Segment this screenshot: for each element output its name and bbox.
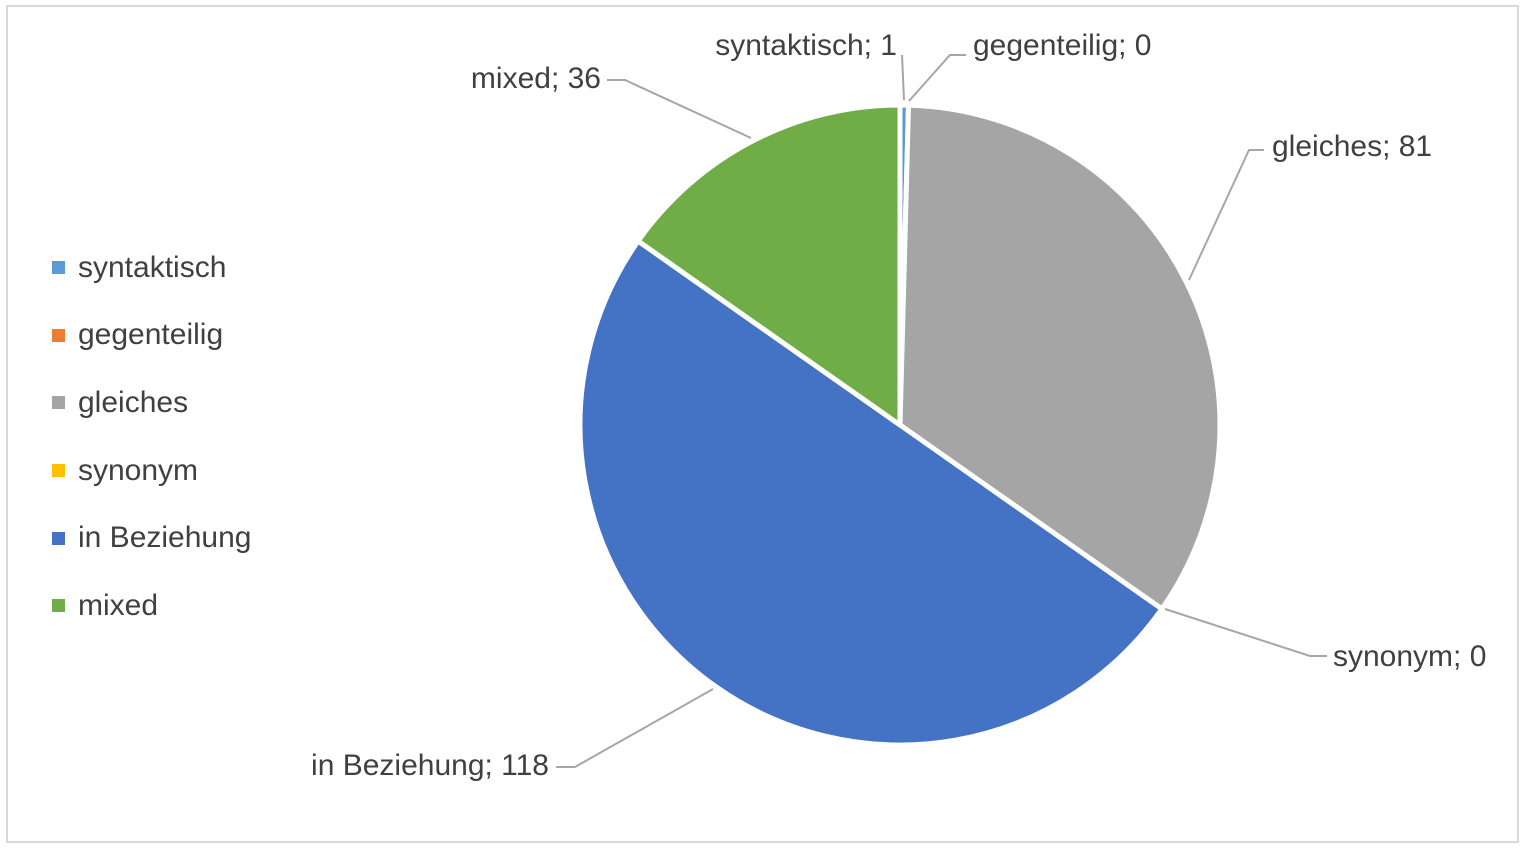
pie-slices xyxy=(577,102,1223,748)
pie-slice-mixed xyxy=(635,102,903,428)
leader-lines xyxy=(556,54,1327,768)
legend-label-gegenteilig: gegenteilig xyxy=(78,318,224,352)
legend-item-synonym: synonym xyxy=(52,437,251,505)
data-label-in-beziehung: in Beziehung; 118 xyxy=(311,749,549,782)
legend-label-syntaktisch: syntaktisch xyxy=(78,250,227,284)
leader-line-in-beziehung xyxy=(556,688,714,768)
data-label-mixed: mixed; 36 xyxy=(471,62,601,95)
legend-swatch-gegenteilig xyxy=(52,328,65,342)
legend: syntaktisch gegenteilig gleiches synonym… xyxy=(52,234,251,640)
data-label-gleiches: gleiches; 81 xyxy=(1272,130,1432,163)
leader-line-synonym xyxy=(1164,608,1327,657)
legend-item-mixed: mixed xyxy=(52,572,251,640)
pie-slice-gleiches xyxy=(897,102,1223,612)
data-label-syntaktisch: syntaktisch; 1 xyxy=(715,29,897,62)
leader-line-mixed xyxy=(607,79,752,139)
legend-label-in-beziehung: in Beziehung xyxy=(78,521,252,555)
legend-label-mixed: mixed xyxy=(78,588,159,622)
legend-item-gleiches: gleiches xyxy=(52,369,251,437)
legend-item-gegenteilig: gegenteilig xyxy=(52,302,251,370)
legend-swatch-synonym xyxy=(52,464,65,478)
data-label-synonym: synonym; 0 xyxy=(1333,640,1486,673)
leader-line-gleiches xyxy=(1188,149,1264,281)
data-label-gegenteilig: gegenteilig; 0 xyxy=(973,29,1151,62)
legend-swatch-in-beziehung xyxy=(52,531,65,545)
pie-slice-in-beziehung xyxy=(577,238,1165,748)
legend-item-syntaktisch: syntaktisch xyxy=(52,234,251,302)
legend-swatch-mixed xyxy=(52,599,65,613)
legend-swatch-gleiches xyxy=(52,396,65,410)
data-labels: syntaktisch; 1 gegenteilig; 0 gleiches; 81… xyxy=(311,29,1486,782)
leader-line-gegenteilig xyxy=(908,54,966,102)
legend-item-in-beziehung: in Beziehung xyxy=(52,504,251,572)
leader-line-syntaktisch xyxy=(901,54,905,101)
legend-swatch-syntaktisch xyxy=(52,261,65,275)
legend-label-gleiches: gleiches xyxy=(78,385,189,419)
legend-label-synonym: synonym xyxy=(78,453,199,487)
